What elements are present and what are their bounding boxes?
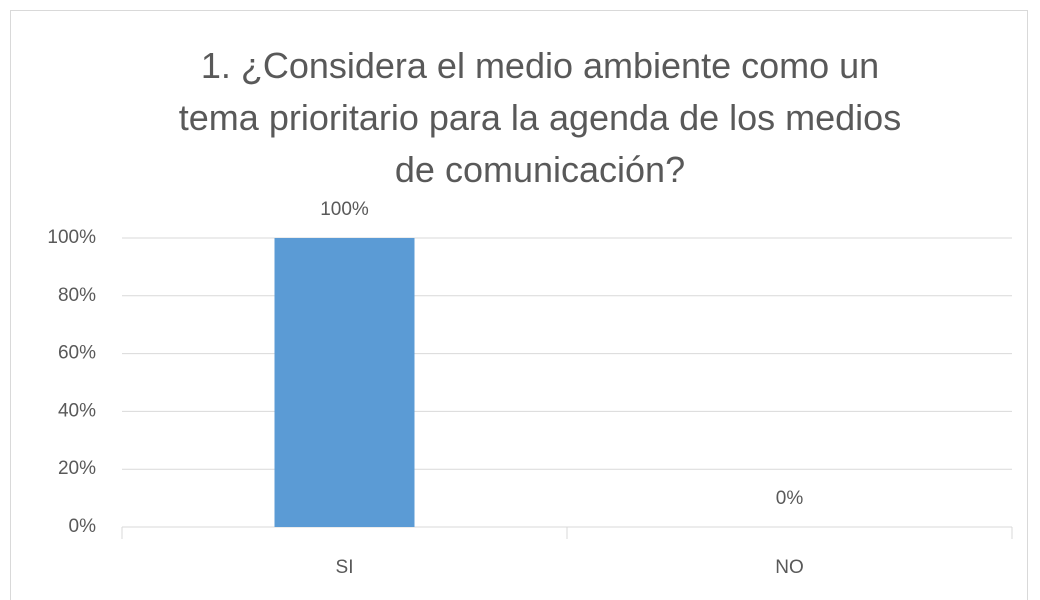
chart-frame xyxy=(10,10,1028,600)
y-tick-label: 0% xyxy=(69,516,97,537)
chart-title: 1. ¿Considera el medio ambiente como un … xyxy=(178,45,902,190)
y-tick-label: 20% xyxy=(58,458,96,479)
y-tick-label: 80% xyxy=(58,285,96,306)
y-tick-label: 40% xyxy=(58,400,96,421)
data-label: 0% xyxy=(776,488,804,509)
y-tick-label: 100% xyxy=(47,227,96,248)
x-tick-label: NO xyxy=(775,557,804,578)
data-label: 100% xyxy=(320,199,369,220)
bar xyxy=(274,238,415,527)
y-tick-label: 60% xyxy=(58,343,96,364)
x-tick-label: SI xyxy=(336,557,354,578)
